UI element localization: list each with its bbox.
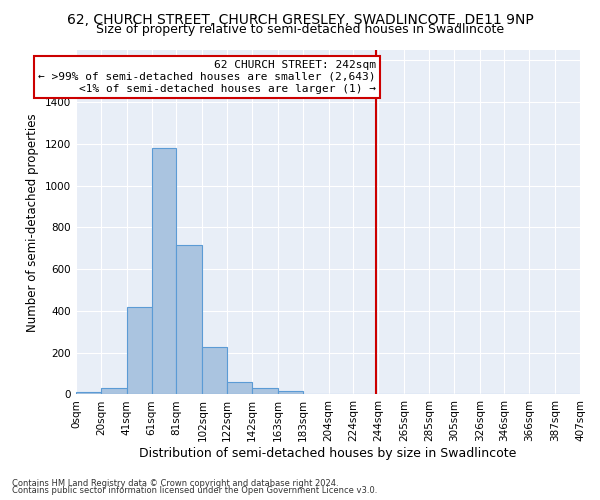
Text: Size of property relative to semi-detached houses in Swadlincote: Size of property relative to semi-detach… [96, 22, 504, 36]
Text: Contains public sector information licensed under the Open Government Licence v3: Contains public sector information licen… [12, 486, 377, 495]
Text: 62, CHURCH STREET, CHURCH GRESLEY, SWADLINCOTE, DE11 9NP: 62, CHURCH STREET, CHURCH GRESLEY, SWADL… [67, 12, 533, 26]
Bar [202, 348, 227, 395]
Bar [252, 388, 278, 394]
X-axis label: Distribution of semi-detached houses by size in Swadlincote: Distribution of semi-detached houses by … [139, 447, 517, 460]
Text: Contains HM Land Registry data © Crown copyright and database right 2024.: Contains HM Land Registry data © Crown c… [12, 478, 338, 488]
Bar [127, 307, 152, 394]
Bar [152, 148, 176, 394]
Bar [76, 392, 101, 394]
Bar [227, 382, 252, 394]
Bar [278, 392, 302, 394]
Bar [101, 388, 127, 394]
Bar [176, 245, 202, 394]
Y-axis label: Number of semi-detached properties: Number of semi-detached properties [26, 113, 40, 332]
Text: 62 CHURCH STREET: 242sqm
← >99% of semi-detached houses are smaller (2,643)
<1% : 62 CHURCH STREET: 242sqm ← >99% of semi-… [38, 60, 376, 94]
